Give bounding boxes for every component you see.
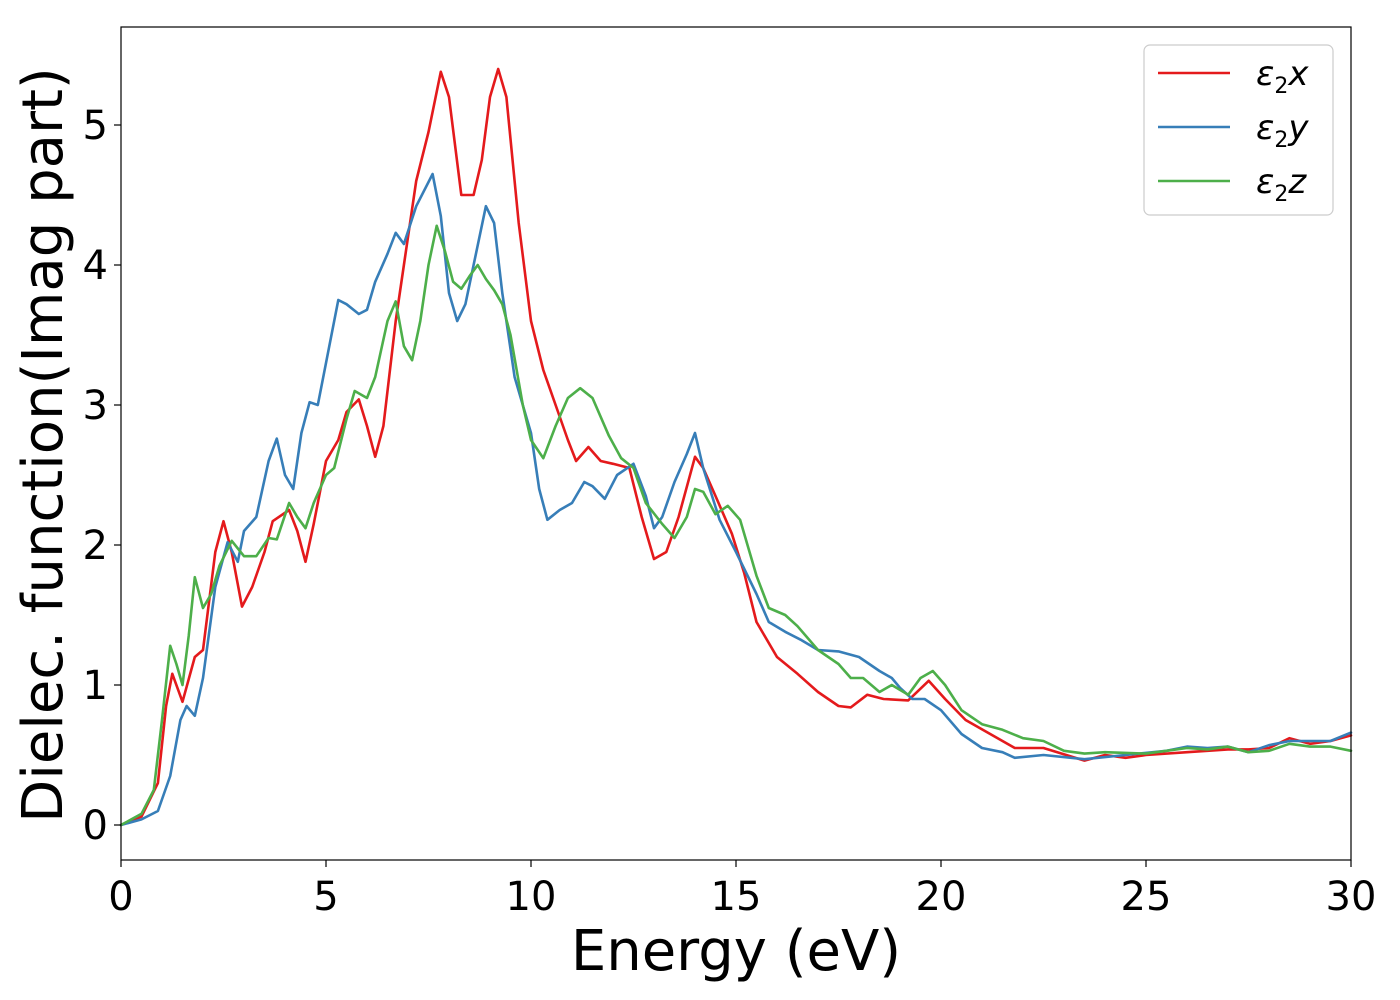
x-tick-label: 25	[1121, 874, 1172, 920]
y-tick-label: 3	[83, 383, 108, 429]
y-tick-label: 0	[83, 803, 108, 849]
x-tick-label: 15	[711, 874, 762, 920]
series-line-y	[119, 172, 1353, 827]
y-tick-label: 2	[83, 523, 108, 569]
y-tick-label: 1	[83, 663, 108, 709]
y-tick-label: 4	[83, 243, 108, 289]
x-axis-title: Energy (eV)	[571, 919, 901, 984]
legend-label-x: ε2x	[1256, 54, 1309, 99]
x-axis-ticks: 0 5 10 15 20 25 30	[108, 860, 1376, 920]
y-axis-title: Dielec. function(Imag part)	[11, 67, 76, 823]
x-tick-label: 5	[313, 874, 338, 920]
legend-label-y: ε2y	[1256, 108, 1309, 153]
series-line-x	[119, 67, 1353, 827]
legend-box	[1143, 44, 1334, 216]
x-tick-label: 30	[1326, 874, 1377, 920]
legend-label-z: ε2z	[1256, 162, 1307, 207]
y-axis-ticks: 0 1 2 3 4 5	[83, 103, 121, 849]
series-layer	[119, 67, 1353, 827]
y-tick-label: 5	[83, 103, 108, 149]
x-tick-label: 20	[916, 874, 967, 920]
x-tick-label: 0	[108, 874, 133, 920]
x-tick-label: 10	[506, 874, 557, 920]
series-line-z	[119, 224, 1353, 827]
legend: ε2x ε2y ε2z	[1143, 44, 1334, 216]
